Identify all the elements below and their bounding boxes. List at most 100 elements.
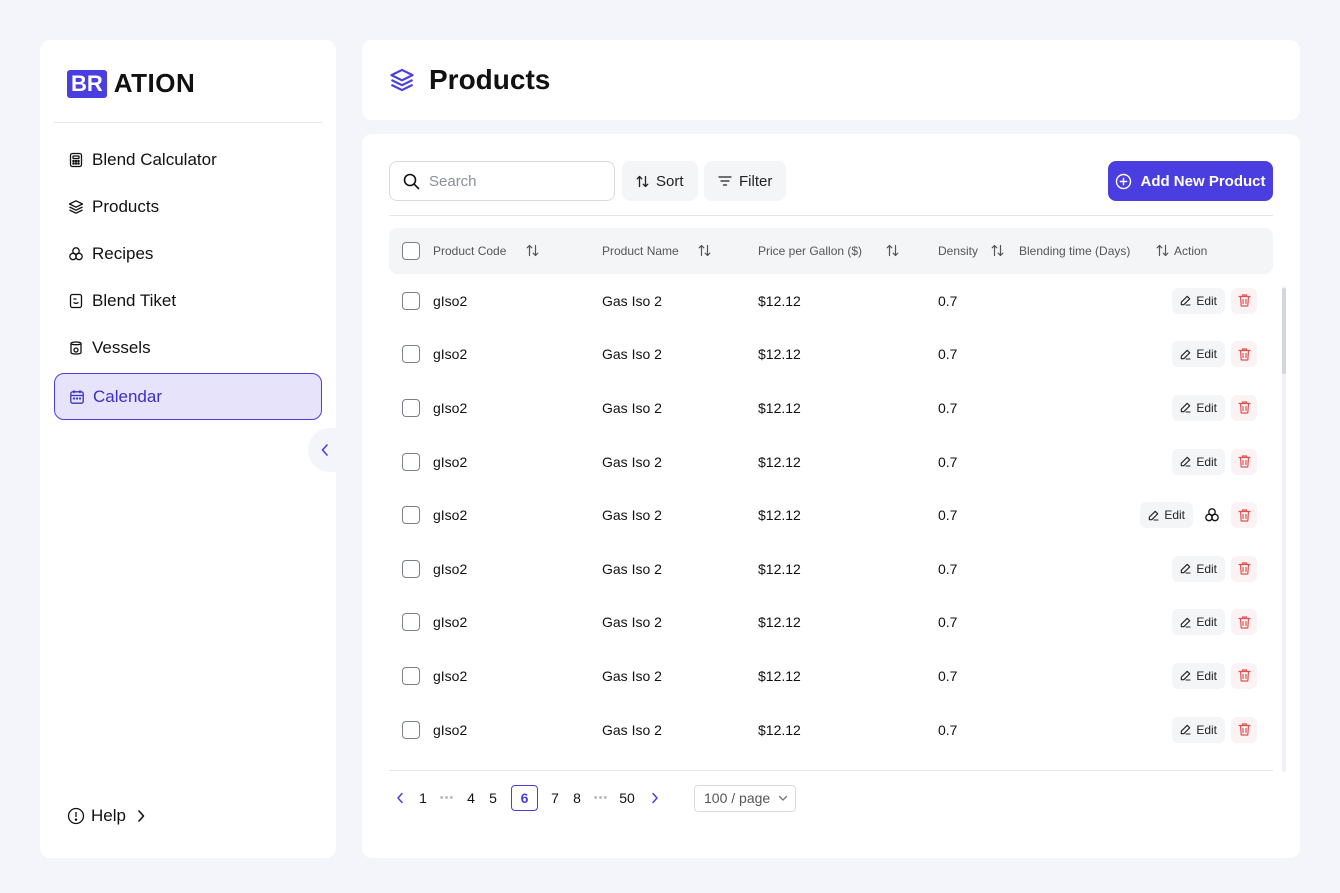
- row-checkbox[interactable]: [402, 452, 420, 471]
- next-page-button[interactable]: [644, 785, 666, 811]
- row-checkbox[interactable]: [402, 398, 420, 417]
- sort-arrows-icon[interactable]: [991, 244, 1004, 257]
- brand-logo[interactable]: BR ATION: [67, 68, 195, 99]
- prev-page-button[interactable]: [389, 785, 411, 811]
- edit-button[interactable]: Edit: [1172, 555, 1225, 582]
- cell-product-code: gIso2: [433, 453, 468, 470]
- recipes-icon: [1204, 507, 1220, 523]
- recipe-button[interactable]: [1199, 502, 1225, 528]
- recipes-icon: [67, 245, 85, 263]
- page-button[interactable]: 4: [467, 790, 475, 806]
- sidebar-collapse-button[interactable]: [308, 428, 348, 472]
- chevron-left-icon: [396, 792, 404, 804]
- sidebar-item-recipes[interactable]: Recipes: [54, 230, 322, 277]
- sort-button[interactable]: Sort: [622, 161, 698, 201]
- page-size-select[interactable]: 100 / page: [694, 784, 796, 812]
- sidebar-item-calendar[interactable]: Calendar: [54, 373, 322, 420]
- edit-button[interactable]: Edit: [1172, 448, 1225, 475]
- table-row[interactable]: gIso2 Gas Iso 2 $12.12 0.7 Edit: [389, 274, 1273, 328]
- cell-product-code: gIso2: [433, 292, 468, 309]
- sidebar-item-blend-calculator[interactable]: Blend Calculator: [54, 136, 322, 183]
- select-all-checkbox[interactable]: [402, 242, 420, 260]
- table-row[interactable]: gIso2 Gas Iso 2 $12.12 0.7 Edit: [389, 435, 1273, 489]
- cell-product-code: gIso2: [433, 667, 468, 684]
- cell-product-name: Gas Iso 2: [602, 453, 662, 470]
- sidebar-item-vessels[interactable]: Vessels: [54, 324, 322, 371]
- help-link[interactable]: Help: [67, 806, 146, 826]
- sidebar-item-blend-tiket[interactable]: Blend Tiket: [54, 277, 322, 324]
- table-row[interactable]: gIso2 Gas Iso 2 $12.12 0.7 Edit: [389, 381, 1273, 435]
- table-row[interactable]: gIso2 Gas Iso 2 $12.12 0.7 Edit: [389, 596, 1273, 650]
- search-icon: [403, 173, 420, 190]
- column-header-price[interactable]: Price per Gallon ($): [758, 244, 863, 258]
- row-checkbox-cell: [402, 703, 420, 757]
- page-button[interactable]: 8: [573, 790, 581, 806]
- edit-button[interactable]: Edit: [1172, 716, 1225, 743]
- delete-button[interactable]: [1231, 394, 1257, 421]
- edit-button[interactable]: Edit: [1140, 502, 1193, 529]
- edit-button[interactable]: Edit: [1172, 609, 1225, 636]
- edit-button[interactable]: Edit: [1172, 287, 1225, 314]
- row-checkbox-cell: [402, 381, 420, 435]
- cell-density: 0.7: [938, 453, 958, 470]
- page-ellipsis[interactable]: •••: [593, 792, 609, 804]
- calendar-icon: [68, 388, 86, 406]
- delete-button[interactable]: [1231, 609, 1257, 636]
- page-button[interactable]: 1: [419, 790, 427, 806]
- delete-button[interactable]: [1231, 448, 1257, 475]
- sort-arrows-icon[interactable]: [526, 244, 539, 257]
- page-ellipsis[interactable]: •••: [439, 792, 455, 804]
- row-checkbox[interactable]: [402, 613, 420, 632]
- sidebar-item-products[interactable]: Products: [54, 183, 322, 230]
- row-checkbox[interactable]: [402, 345, 420, 364]
- page-button-current[interactable]: 6: [511, 785, 538, 811]
- pencil-icon: [1148, 510, 1159, 521]
- row-checkbox[interactable]: [402, 559, 420, 578]
- column-header-density[interactable]: Density: [938, 244, 979, 258]
- table-row[interactable]: gIso2 Gas Iso 2 $12.12 0.7 Edit: [389, 703, 1273, 757]
- trash-icon: [1237, 347, 1252, 362]
- delete-button[interactable]: [1231, 716, 1257, 743]
- sort-arrows-icon[interactable]: [1156, 244, 1169, 257]
- delete-button[interactable]: [1231, 287, 1257, 314]
- chevron-down-icon: [778, 795, 788, 802]
- search-input[interactable]: [429, 172, 599, 190]
- pencil-icon: [1180, 349, 1191, 360]
- cell-product-name: Gas Iso 2: [602, 399, 662, 416]
- edit-button[interactable]: Edit: [1172, 394, 1225, 421]
- row-actions: Edit: [1140, 488, 1257, 542]
- column-header-product-code[interactable]: Product Code: [433, 244, 507, 258]
- row-checkbox[interactable]: [402, 506, 420, 525]
- info-circle-icon: [67, 807, 85, 825]
- row-checkbox[interactable]: [402, 720, 420, 739]
- brand-logo-mark: BR: [67, 69, 107, 98]
- edit-button[interactable]: Edit: [1172, 662, 1225, 689]
- table-scrollbar[interactable]: [1282, 286, 1286, 772]
- filter-button[interactable]: Filter: [704, 161, 787, 201]
- delete-button[interactable]: [1231, 555, 1257, 582]
- column-header-product-name[interactable]: Product Name: [602, 244, 679, 258]
- pencil-icon: [1180, 295, 1191, 306]
- cell-product-name: Gas Iso 2: [602, 667, 662, 684]
- table-row[interactable]: gIso2 Gas Iso 2 $12.12 0.7 Edit: [389, 328, 1273, 382]
- sort-arrows-icon[interactable]: [886, 244, 899, 257]
- page-button[interactable]: 5: [489, 790, 497, 806]
- table-row[interactable]: gIso2 Gas Iso 2 $12.12 0.7 Edit: [389, 542, 1273, 596]
- cell-density: 0.7: [938, 667, 958, 684]
- delete-button[interactable]: [1231, 341, 1257, 368]
- scrollbar-thumb[interactable]: [1282, 288, 1286, 374]
- column-header-blending-time[interactable]: Blending time (Days): [1019, 244, 1131, 258]
- row-checkbox[interactable]: [402, 666, 420, 685]
- pagination: 1 ••• 4 5 6 7 8 ••• 50 100 / page: [389, 784, 796, 812]
- row-checkbox[interactable]: [402, 291, 420, 310]
- delete-button[interactable]: [1231, 662, 1257, 689]
- table-row[interactable]: gIso2 Gas Iso 2 $12.12 0.7 Edit: [389, 488, 1273, 542]
- table-row[interactable]: gIso2 Gas Iso 2 $12.12 0.7 Edit: [389, 649, 1273, 703]
- sort-arrows-icon[interactable]: [698, 244, 711, 257]
- sidebar-item-label: Calendar: [93, 386, 162, 406]
- edit-button[interactable]: Edit: [1172, 341, 1225, 368]
- page-button[interactable]: 7: [551, 790, 559, 806]
- delete-button[interactable]: [1231, 502, 1257, 529]
- page-button[interactable]: 50: [619, 790, 635, 806]
- add-new-product-button[interactable]: Add New Product: [1108, 161, 1273, 201]
